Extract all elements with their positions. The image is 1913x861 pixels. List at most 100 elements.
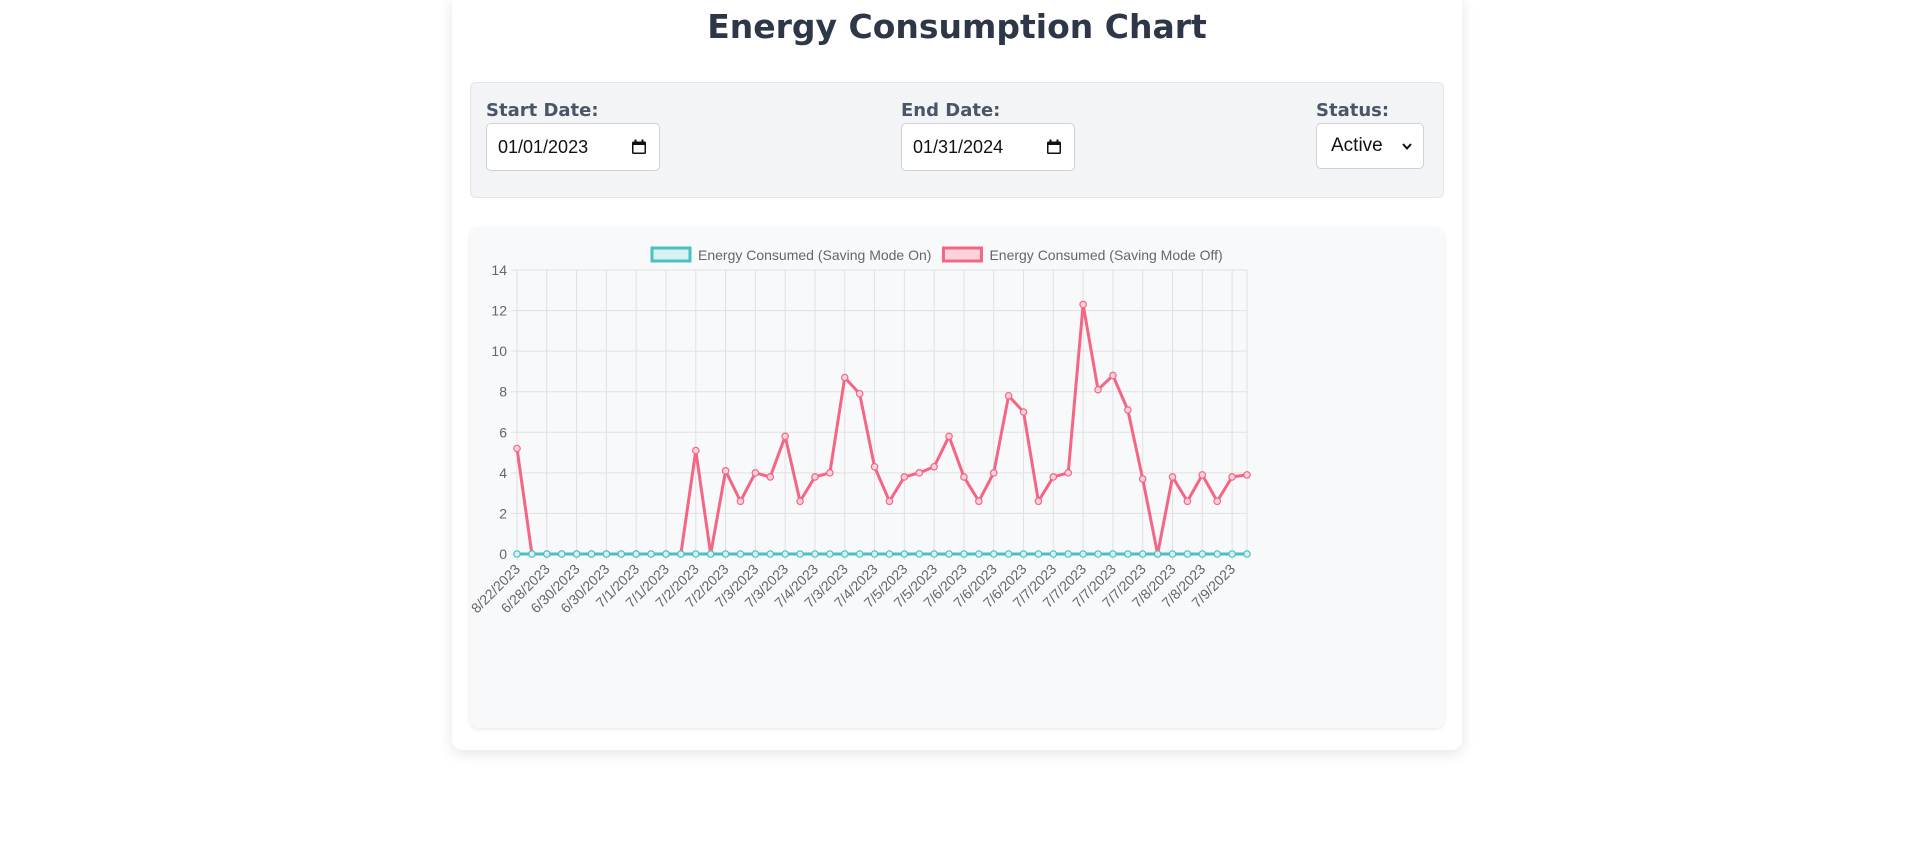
data-point [1049,473,1058,481]
data-point [1109,550,1117,558]
data-point [706,550,715,558]
data-point [617,550,626,558]
y-tick-label: 12 [491,303,507,319]
series-line [515,302,1248,556]
data-point [989,469,998,477]
start-date-value: 01/01/2023 [498,137,589,157]
data-point [766,473,775,481]
data-point [1138,550,1147,558]
chevron-down-icon [1402,143,1412,151]
data-point [1198,550,1207,558]
data-point [513,550,521,558]
data-point [1094,550,1102,558]
data-point [915,550,924,558]
data-point [930,550,938,558]
data-point [1109,371,1117,380]
data-point [840,550,849,558]
data-point [1228,473,1236,481]
data-point [1198,471,1207,479]
data-point [1004,550,1013,558]
legend-label: Energy Consumed (Saving Mode On) [698,247,931,263]
data-point [870,462,879,471]
data-point [1213,497,1222,506]
data-point [1183,550,1192,558]
data-point [1243,550,1251,558]
data-point [900,473,909,481]
start-date-label: Start Date: [486,100,599,121]
data-point [1183,497,1192,506]
data-point [691,446,700,455]
y-tick-label: 4 [499,465,507,481]
y-tick-label: 0 [499,546,507,562]
y-tick-label: 6 [499,424,507,440]
data-point [572,550,581,558]
data-point [796,550,804,558]
calendar-icon[interactable] [631,139,647,155]
data-point [945,432,953,441]
legend-swatch [650,246,692,263]
data-point [602,550,611,558]
data-point [1228,550,1236,558]
data-point [781,550,789,558]
data-point [587,550,596,558]
y-tick-label: 10 [491,343,507,359]
data-point [557,550,566,558]
page-title: Energy Consumption Chart [707,7,1207,46]
data-point [528,550,536,558]
data-point [1034,550,1043,558]
data-point [900,550,909,558]
data-point [1004,391,1013,400]
calendar-icon[interactable] [1046,139,1062,155]
end-date-input[interactable]: 01/31/2024 [901,123,1075,171]
data-point [721,467,730,475]
data-point [885,550,894,558]
data-point [647,550,655,558]
filter-panel: Start Date: 01/01/2023 End Date: 01/31/2… [470,82,1444,198]
data-point [811,550,819,558]
data-point [1168,473,1177,481]
data-point [975,497,983,506]
data-point [677,550,685,558]
y-tick-label: 2 [499,505,507,521]
data-point [826,469,834,477]
data-point [975,550,983,558]
data-point [960,473,968,481]
data-point [885,497,894,506]
end-date-value: 01/31/2024 [913,137,1004,157]
legend-label: Energy Consumed (Saving Mode Off) [989,247,1222,263]
status-select[interactable]: Active [1316,123,1424,169]
data-point [1064,550,1073,558]
data-point [1124,406,1132,414]
data-point [945,550,953,558]
data-point [1243,471,1251,479]
data-point [542,550,551,558]
data-point [1079,550,1087,558]
data-point [870,550,879,558]
data-point [513,444,521,453]
data-point [1153,550,1162,558]
data-point [915,469,924,477]
chart-card: Energy Consumption Chart Start Date: 01/… [452,0,1462,750]
data-point [826,550,834,558]
data-point [989,550,998,558]
data-point [1064,469,1073,477]
data-point [1079,300,1087,309]
data-point [1138,475,1147,483]
data-point [930,462,938,471]
data-point [811,473,819,481]
data-point [1019,550,1028,558]
start-date-input[interactable]: 01/01/2023 [486,123,660,171]
line-chart: 024681012148/22/20236/28/20236/30/20236/… [470,246,1251,616]
data-point [766,550,775,558]
data-point [632,550,640,558]
data-point [796,497,804,506]
status-selected-value: Active [1331,135,1383,156]
data-point [736,497,745,506]
legend-swatch [941,246,983,263]
data-point [855,389,864,398]
data-point [1124,550,1132,558]
data-point [960,550,968,558]
y-tick-label: 8 [499,384,507,400]
data-point [1019,408,1028,416]
data-point [1213,550,1222,558]
